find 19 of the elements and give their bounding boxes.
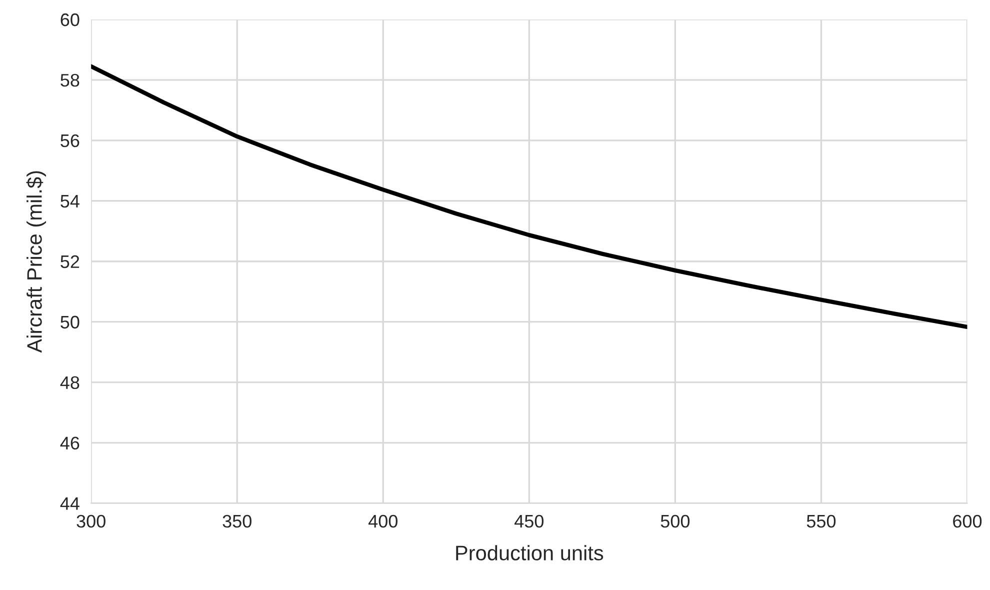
y-tick-label: 58 (60, 74, 80, 87)
x-tick-label: 600 (953, 514, 982, 528)
y-tick-label: 52 (60, 255, 80, 268)
y-tick-label: 60 (60, 13, 80, 26)
x-tick-label: 300 (76, 514, 106, 528)
y-axis-title: Aircraft Price (mil.$) (26, 171, 46, 353)
x-tick-label: 500 (660, 514, 690, 528)
y-tick-label: 56 (60, 134, 80, 148)
x-tick-label: 450 (514, 514, 544, 528)
y-tick-label: 44 (60, 497, 80, 510)
x-tick-label: 550 (806, 514, 836, 528)
line-series (91, 64, 968, 330)
y-tick-label: 48 (60, 376, 80, 390)
y-tick-label: 46 (60, 436, 80, 450)
x-axis-title: Production units (456, 545, 604, 560)
y-tick-label: 54 (60, 195, 80, 208)
x-tick-label: 400 (368, 514, 398, 528)
x-tick-label: 350 (222, 514, 252, 528)
y-tick-label: 50 (60, 316, 80, 329)
